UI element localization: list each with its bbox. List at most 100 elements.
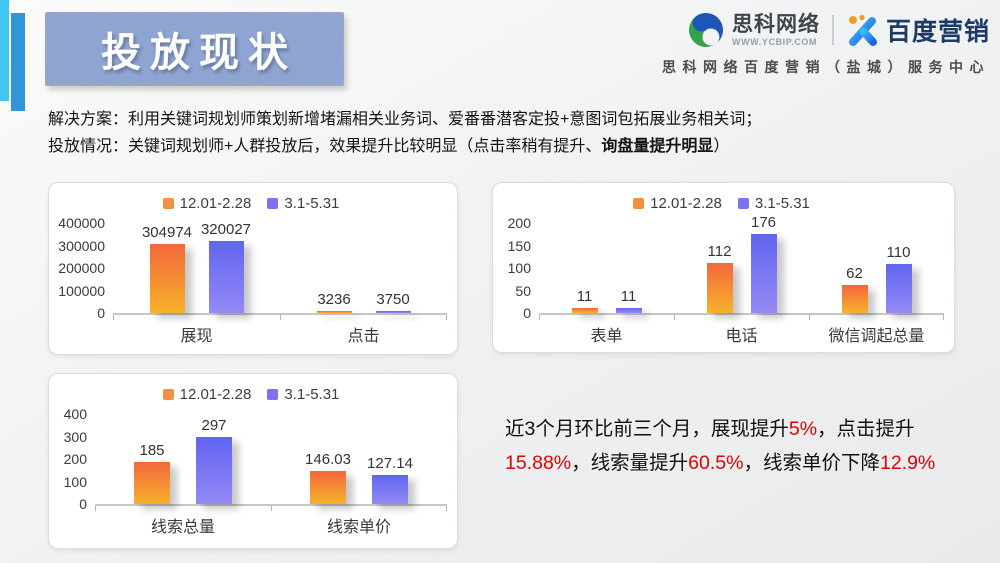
y-axis-tick-label: 150 [507,237,531,254]
legend-item: 3.1-5.31 [267,195,339,212]
bars: 11 11 [571,288,642,313]
axis-tick [539,315,540,320]
sike-swirl-icon [688,13,723,47]
chart-card-impressions-clicks: 12.01-2.28 3.1-5.31 0 100000 200000 300000 400… [48,182,458,355]
bar: 11 [615,288,642,313]
bar-value-label: 110 [886,243,911,261]
y-axis-tick-label: 100 [63,473,87,490]
bar-group: 185 297 [95,414,271,511]
page-title-banner: 投放现状 [45,12,344,86]
plot-area: 304974 320027 3236 3750 [113,221,447,320]
bars: 3236 3750 [316,291,411,313]
service-center-subtitle: 思科网络百度营销（盐城）服务中心 [662,59,990,75]
text-segment: 近3个月环比前三个月，展现提升 [505,418,789,440]
bar-value-label: 11 [620,288,637,306]
page-title: 投放现状 [101,31,297,75]
axis-tick [943,315,944,320]
axis-tick [271,506,272,511]
header-logos: 思科网络 WWW.YCBIP.COM 百度营销 [662,10,990,77]
bar-value-label: 297 [201,417,227,435]
bar-value-label: 127.14 [367,455,413,473]
bar: 62 [841,265,868,313]
bar: 127.14 [367,455,413,504]
legend-label: 12.01-2.28 [650,195,722,212]
bar-value-label: 320027 [200,221,252,238]
bar: 3750 [375,291,411,313]
category-label: 微信调起总量 [828,328,925,345]
y-axis-tick-label: 100 [507,260,531,276]
y-axis-tick-label: 0 [97,305,105,321]
bar: 112 [706,243,733,313]
intro-paragraph: 解决方案：利用关键词规划师策划新增堵漏相关业务词、爱番番潜客定投+意图词包拓展业… [48,106,960,160]
bars: 62 110 [841,244,912,313]
axis-tick [95,506,96,511]
legend-swatch [737,198,749,209]
legend-item: 3.1-5.31 [737,195,810,212]
category-label: 点击 [347,328,380,345]
intro-line-result: 投放情况：关键词规划师+人群投放后，效果提升比较明显（点击率稍有提升、询盘量提升… [48,133,960,160]
bar: 320027 [201,221,251,313]
bars: 185 297 [134,417,232,504]
bar-value-label: 176 [750,213,777,231]
sike-logo-name: 思科网络 [731,12,820,36]
chart-legend: 12.01-2.28 3.1-5.31 [53,386,449,403]
text-segment: 解决方案：利用关键词规划师策划新增堵漏相关业务词、爱番番潜客定投+意图词包拓展业… [48,111,762,128]
bar-value-label: 3750 [376,291,410,308]
left-accent-bar-light [0,0,9,101]
logo-row: 思科网络 WWW.YCBIP.COM 百度营销 [662,10,990,50]
text-segment: 5% [788,418,818,440]
bar-value-label: 146.03 [305,451,351,469]
y-axis-tick-label: 50 [515,282,531,299]
text-segment: ） [713,138,730,155]
category-row: 表单 电话 微信调起总量 [539,322,944,346]
y-axis-tick-label: 200 [507,215,531,231]
plot-area: 11 11 112 176 62 110 [539,214,944,320]
category-label: 表单 [590,328,623,345]
bar: 146.03 [305,451,351,504]
bar-value-label: 11 [576,288,593,306]
summary-text: 近3个月环比前三个月，展现提升5%，点击提升 15.88%，线索量提升60.5%，… [505,412,967,480]
legend-label: 3.1-5.31 [754,195,810,212]
y-axis-tick-label: 300000 [58,237,105,254]
bar-value-label: 185 [139,442,165,460]
legend-label: 3.1-5.31 [284,195,340,212]
chart-body: 0 100 200 300 400 185 297 146.03 127.14 线索总量 线索单价 [53,406,449,537]
bars: 112 176 [706,214,777,313]
y-axis-tick-label: 0 [523,305,531,321]
text-segment: 询盘量提升明显 [601,138,714,155]
chart-body: 0 50 100 150 200 11 11 112 176 62 110 表单 电话 微信调起总量 [497,214,946,346]
bar-value-label: 112 [707,242,732,260]
chart-body: 0 100000 200000 300000 400000 304974 320027 323… [53,215,449,346]
legend-swatch [267,389,279,400]
legend-swatch [267,198,279,209]
axis-tick [446,315,447,320]
legend-label: 3.1-5.31 [284,386,340,403]
category-row: 线索总量 线索单价 [95,513,447,537]
legend-label: 12.01-2.28 [179,195,252,212]
intro-line-solution: 解决方案：利用关键词规划师策划新增堵漏相关业务词、爱番番潜客定投+意图词包拓展业… [48,106,960,133]
bar: 297 [196,417,232,504]
axis-tick [809,315,810,320]
plot-column: 304974 320027 3236 3750 展现 点击 [113,221,447,346]
legend-label: 12.01-2.28 [179,386,252,403]
y-axis-tick-label: 200000 [58,260,105,276]
baidu-marketing-logo: 百度营销 [846,12,990,48]
bar: 176 [750,214,777,313]
left-accent-bar-dark [11,13,25,111]
bar-value-label: 304974 [141,224,193,242]
sike-network-logo: 思科网络 WWW.YCBIP.COM [686,10,820,50]
bar-group: 11 11 [539,223,674,320]
text-segment: ，线索单价下降 [743,452,880,474]
category-label: 线索总量 [150,519,215,536]
legend-item: 12.01-2.28 [633,195,722,212]
chart-card-leads-cost: 12.01-2.28 3.1-5.31 0 100 200 300 400 185 297 146… [48,373,458,549]
y-axis: 0 100000 200000 300000 400000 [53,215,113,321]
axis-tick [113,315,114,320]
legend-item: 12.01-2.28 [162,386,252,403]
bar: 3236 [316,291,352,313]
axis-tick [280,315,281,320]
y-axis: 0 50 100 150 200 [497,215,539,321]
bars: 146.03 127.14 [305,451,413,504]
bar-group: 112 176 [674,214,809,320]
bar: 11 [571,288,598,313]
